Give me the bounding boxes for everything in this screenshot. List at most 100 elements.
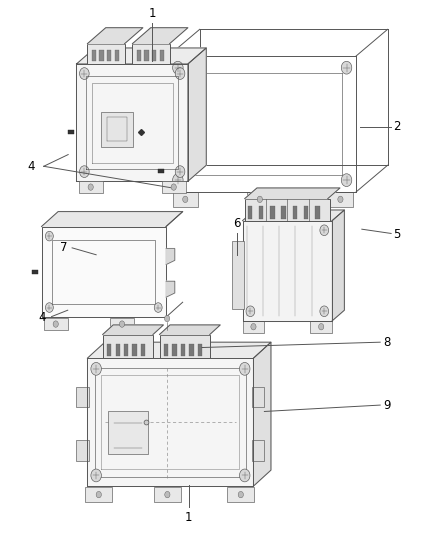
Circle shape — [91, 362, 101, 375]
Polygon shape — [103, 325, 163, 335]
Bar — [110, 318, 134, 330]
Bar — [164, 344, 168, 356]
Circle shape — [171, 184, 176, 190]
Circle shape — [320, 306, 329, 317]
Bar — [158, 169, 164, 173]
Bar — [68, 130, 74, 134]
Polygon shape — [87, 342, 271, 358]
Circle shape — [338, 196, 343, 203]
Bar — [252, 386, 264, 407]
Text: 5: 5 — [393, 228, 401, 241]
Circle shape — [45, 303, 53, 312]
Circle shape — [96, 491, 101, 498]
Text: 6: 6 — [233, 217, 241, 230]
Bar — [252, 440, 264, 461]
Bar — [243, 321, 264, 333]
Bar — [181, 344, 185, 356]
Bar — [101, 112, 133, 147]
Text: 9: 9 — [383, 399, 390, 411]
Bar — [44, 318, 68, 330]
Bar — [281, 206, 286, 219]
Bar — [328, 192, 353, 207]
Polygon shape — [76, 64, 188, 181]
Bar — [132, 344, 137, 356]
Circle shape — [246, 306, 255, 317]
Circle shape — [91, 469, 101, 482]
Bar — [76, 386, 89, 407]
Circle shape — [173, 174, 183, 187]
Circle shape — [251, 324, 256, 330]
Polygon shape — [87, 28, 143, 44]
Bar — [232, 241, 244, 309]
Bar — [87, 44, 125, 64]
Circle shape — [175, 166, 185, 177]
Bar — [107, 344, 111, 356]
Text: 1: 1 — [185, 511, 193, 523]
Bar — [259, 206, 264, 219]
Circle shape — [183, 196, 188, 203]
Circle shape — [154, 303, 162, 312]
Polygon shape — [243, 210, 344, 221]
Bar — [227, 487, 254, 502]
Text: 8: 8 — [383, 336, 390, 349]
Circle shape — [319, 324, 324, 330]
Bar — [124, 344, 128, 356]
Polygon shape — [42, 227, 166, 317]
Text: 4: 4 — [28, 160, 35, 173]
Bar — [162, 181, 186, 193]
Bar — [189, 344, 194, 356]
Circle shape — [119, 321, 125, 327]
Bar — [152, 50, 156, 61]
Circle shape — [341, 61, 352, 74]
Bar — [79, 181, 103, 193]
Bar — [310, 321, 332, 333]
Bar — [270, 206, 274, 219]
Circle shape — [320, 225, 329, 236]
Circle shape — [239, 469, 250, 482]
Text: 2: 2 — [393, 120, 401, 133]
Bar — [132, 44, 170, 64]
Circle shape — [88, 184, 94, 190]
Bar — [198, 344, 202, 356]
Bar — [160, 50, 164, 61]
Bar — [115, 344, 120, 356]
Bar — [76, 440, 89, 461]
Polygon shape — [87, 358, 253, 486]
Bar — [141, 344, 146, 356]
Circle shape — [53, 321, 59, 327]
Polygon shape — [245, 188, 340, 199]
Polygon shape — [166, 248, 175, 264]
Bar — [160, 335, 210, 358]
Circle shape — [238, 491, 243, 498]
Circle shape — [341, 174, 352, 187]
Bar — [173, 192, 198, 207]
Polygon shape — [166, 281, 175, 297]
Bar — [248, 206, 252, 219]
Polygon shape — [76, 48, 206, 64]
Bar — [108, 411, 148, 454]
Text: 1: 1 — [148, 7, 156, 20]
Circle shape — [80, 68, 89, 79]
Text: 4: 4 — [38, 311, 46, 324]
Bar — [114, 50, 119, 61]
Bar — [245, 199, 330, 221]
Bar — [32, 270, 38, 274]
Bar — [154, 487, 181, 502]
Polygon shape — [132, 28, 188, 44]
Circle shape — [257, 196, 263, 203]
Polygon shape — [332, 210, 344, 321]
Bar — [315, 206, 319, 219]
Bar — [137, 50, 141, 61]
Circle shape — [80, 166, 89, 177]
Bar — [144, 50, 149, 61]
Polygon shape — [243, 221, 332, 321]
Circle shape — [239, 362, 250, 375]
Bar — [293, 206, 297, 219]
Circle shape — [175, 68, 185, 79]
Text: 7: 7 — [60, 241, 68, 254]
Bar — [172, 344, 177, 356]
Circle shape — [164, 316, 170, 322]
Polygon shape — [42, 212, 183, 227]
Bar — [107, 50, 111, 61]
Polygon shape — [160, 325, 220, 335]
